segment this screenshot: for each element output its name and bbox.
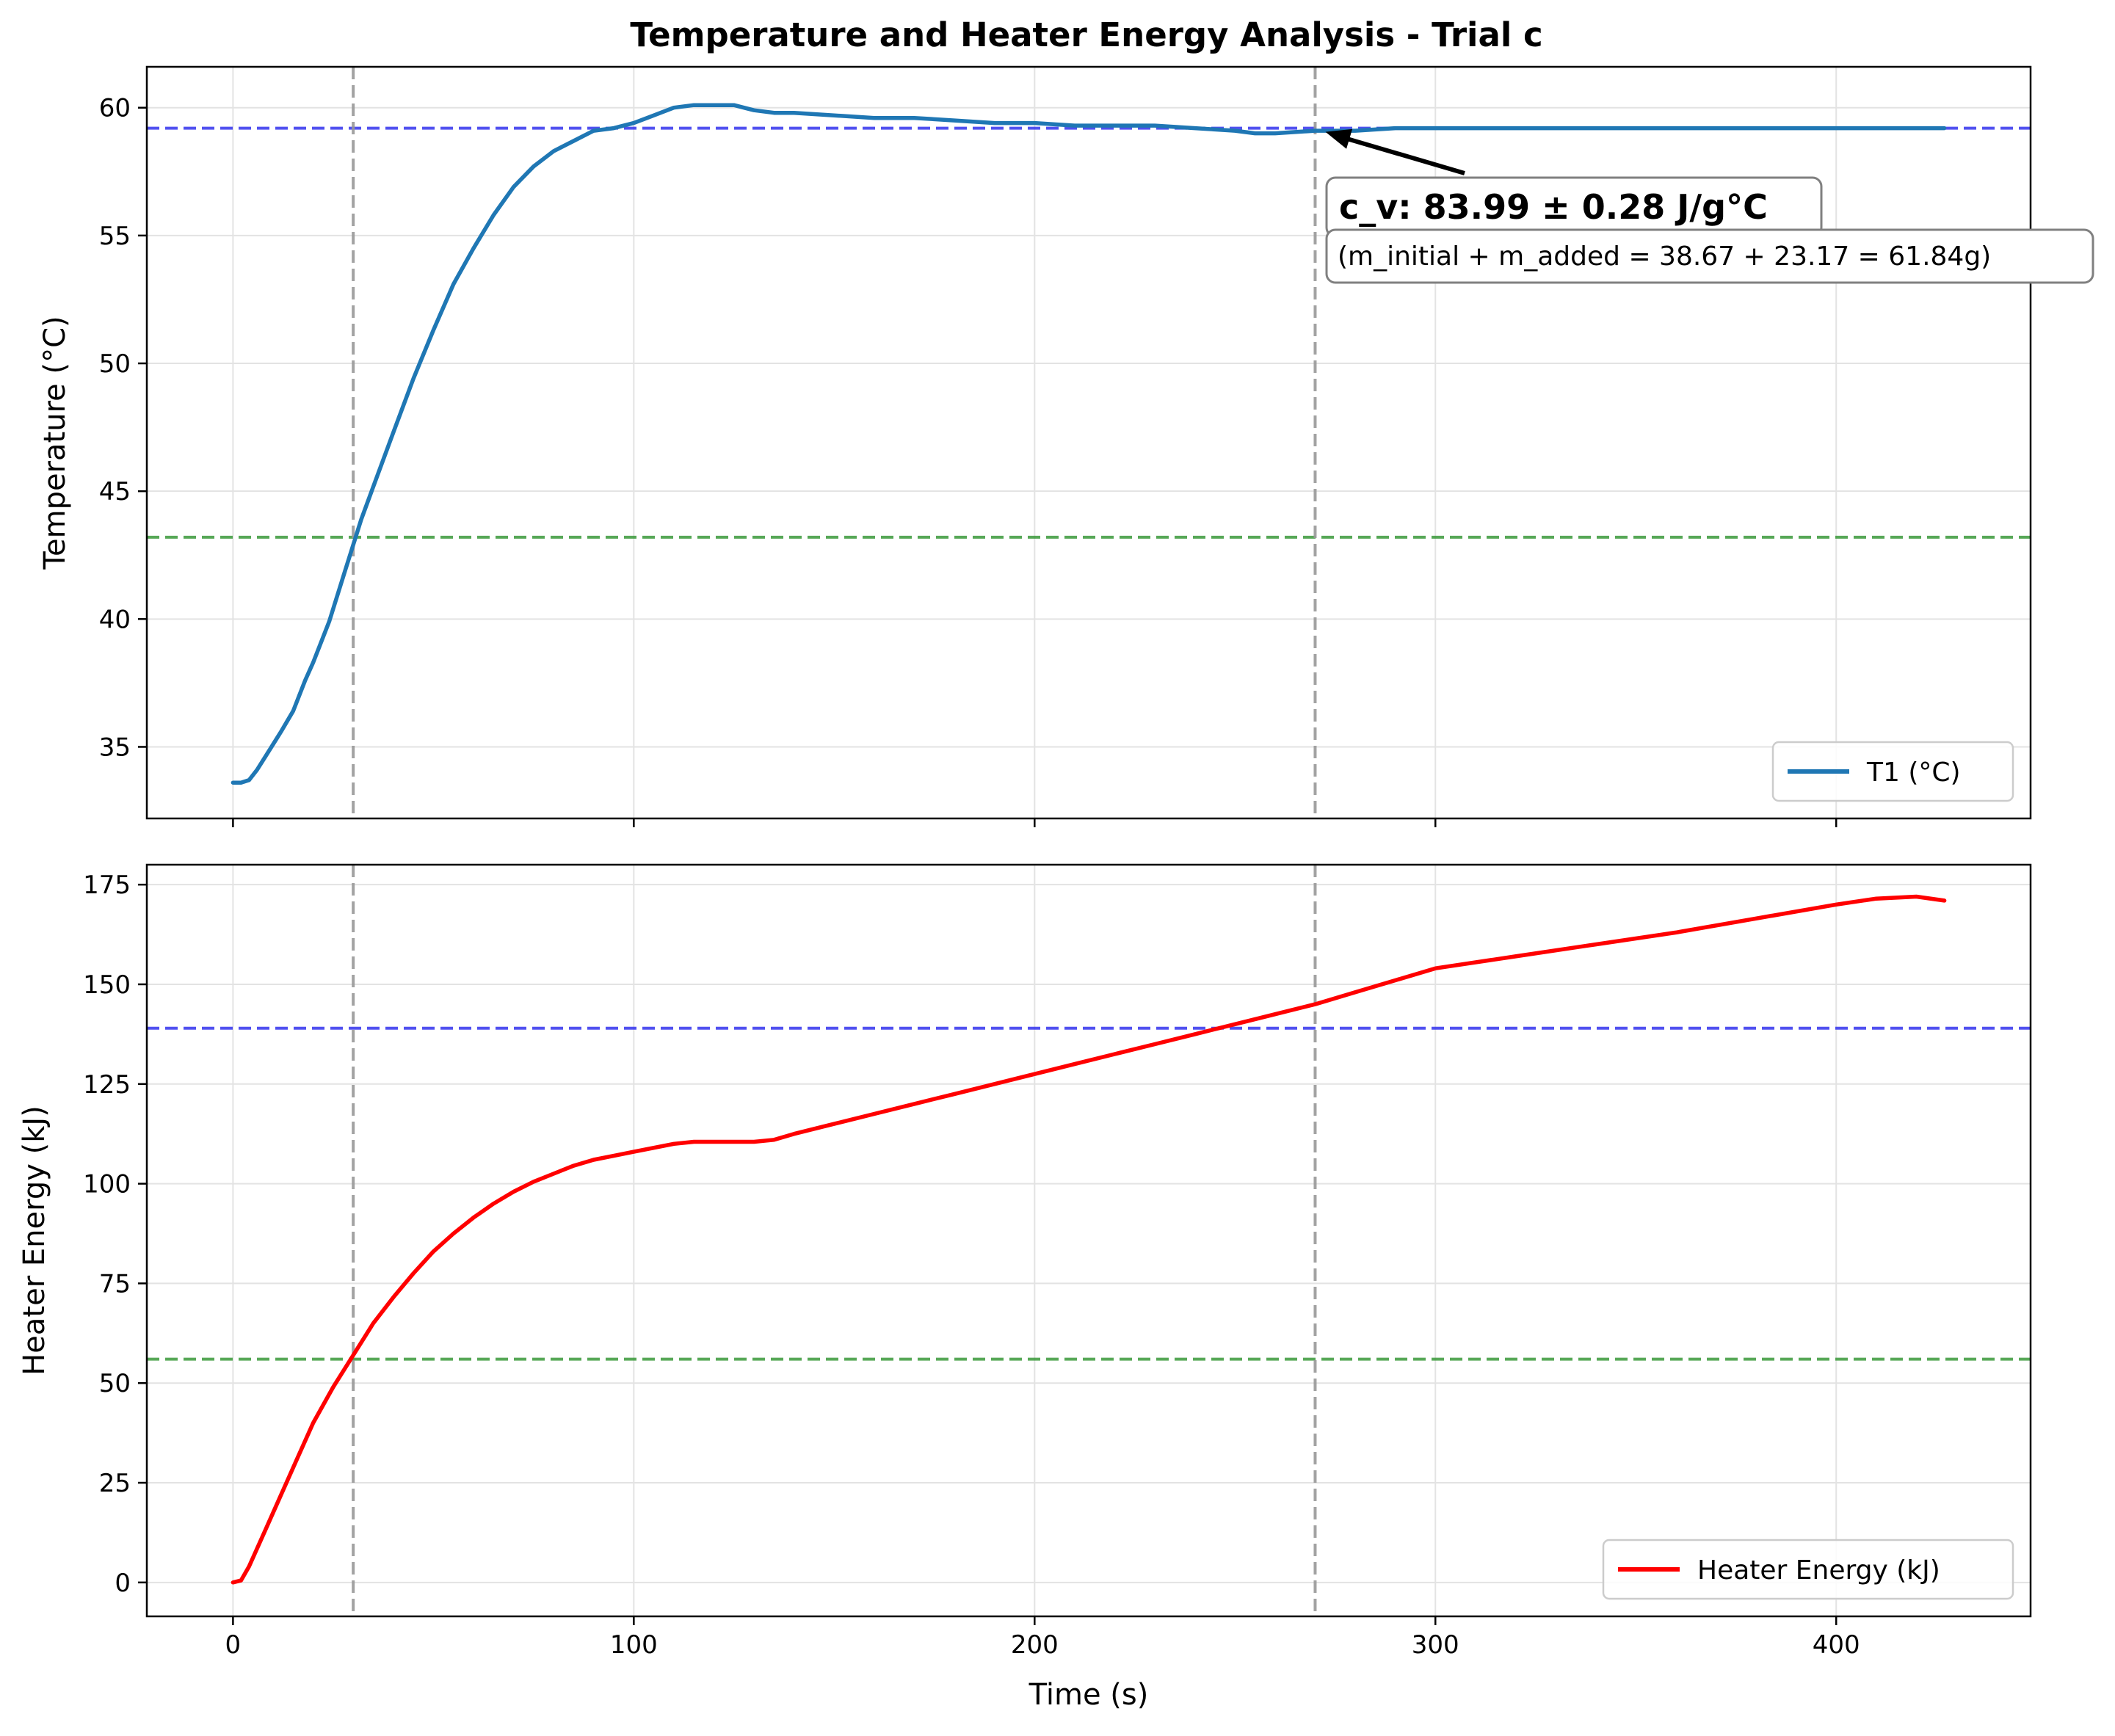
temperature-y-tick-label: 60 bbox=[99, 94, 131, 123]
heater-energy-series-line bbox=[231, 894, 1947, 1585]
heater-energy-y-tick-label: 150 bbox=[83, 970, 131, 1000]
temperature-y-tick-label: 40 bbox=[99, 605, 131, 634]
temperature-series-line bbox=[231, 103, 1947, 785]
temperature-y-tick-label: 50 bbox=[99, 349, 131, 379]
temperature-y-tick-label: 35 bbox=[99, 733, 131, 762]
heater-energy-y-axis-label: Heater Energy (kJ) bbox=[18, 1105, 51, 1376]
heater-energy-axes-frame bbox=[145, 863, 2032, 1618]
annotation-mass-text: (m_initial + m_added = 38.67 + 23.17 = 6… bbox=[1338, 241, 1991, 272]
temperature-legend-label: T1 (°C) bbox=[1866, 758, 1961, 788]
heater-energy-y-tick-label: 25 bbox=[99, 1469, 131, 1498]
heater-energy-x-axis-label: Time (s) bbox=[1029, 1678, 1149, 1712]
annotation-sub-box bbox=[1325, 228, 2094, 284]
heater-energy-x-tick-label: 400 bbox=[1813, 1630, 1860, 1660]
heater-energy-y-tick-label: 125 bbox=[83, 1070, 131, 1100]
heater-energy-y-tick-label: 175 bbox=[83, 871, 131, 900]
chart-title: Temperature and Heater Energy Analysis -… bbox=[630, 15, 1542, 54]
heater-energy-plot-area bbox=[147, 865, 2031, 1616]
heater-energy-y-tick-label: 0 bbox=[115, 1569, 131, 1598]
temperature-legend-box bbox=[1771, 741, 2014, 802]
temperature-axes-frame bbox=[145, 65, 2032, 820]
heater-energy-legend-box bbox=[1602, 1539, 2014, 1600]
temperature-plot-area bbox=[147, 67, 2031, 818]
heater-energy-panel: 0 100 200 300 400 0 25 50 75 100 125 150 175 Heater E… bbox=[18, 863, 2032, 1712]
annotation-cv-text: c_v: 83.99 ± 0.28 J/g°C bbox=[1339, 187, 1768, 227]
heater-energy-x-tick-label: 300 bbox=[1412, 1630, 1459, 1660]
heater-energy-y-tick-label: 75 bbox=[99, 1269, 131, 1299]
annotation-arrow-line bbox=[1338, 134, 1465, 175]
heater-energy-y-tick-label: 50 bbox=[99, 1369, 131, 1398]
heater-energy-x-tick-label: 0 bbox=[225, 1630, 242, 1660]
heater-energy-y-tick-label: 100 bbox=[83, 1170, 131, 1199]
temperature-y-tick-label: 45 bbox=[99, 477, 131, 506]
temperature-y-axis-label: Temperature (°C) bbox=[38, 316, 72, 570]
temperature-y-tick-label: 55 bbox=[99, 222, 131, 251]
annotation-arrowhead bbox=[1325, 128, 1353, 149]
temperature-panel: 35 40 45 50 55 60 Temperature (°C) T1 (°C) c_v: … bbox=[38, 65, 2094, 827]
heater-energy-x-tick-label: 200 bbox=[1011, 1630, 1059, 1660]
heater-energy-legend-label: Heater Energy (kJ) bbox=[1697, 1555, 1940, 1586]
heater-energy-x-tick-label: 100 bbox=[610, 1630, 658, 1660]
